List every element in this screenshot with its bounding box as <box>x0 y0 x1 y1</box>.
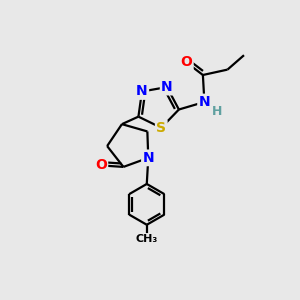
Text: CH₃: CH₃ <box>136 234 158 244</box>
Text: S: S <box>156 121 166 135</box>
Text: N: N <box>136 85 148 98</box>
Text: N: N <box>199 95 210 109</box>
Text: N: N <box>142 151 154 165</box>
Text: O: O <box>181 56 192 69</box>
Text: O: O <box>95 158 107 172</box>
Text: N: N <box>161 80 173 94</box>
Text: H: H <box>212 104 222 118</box>
